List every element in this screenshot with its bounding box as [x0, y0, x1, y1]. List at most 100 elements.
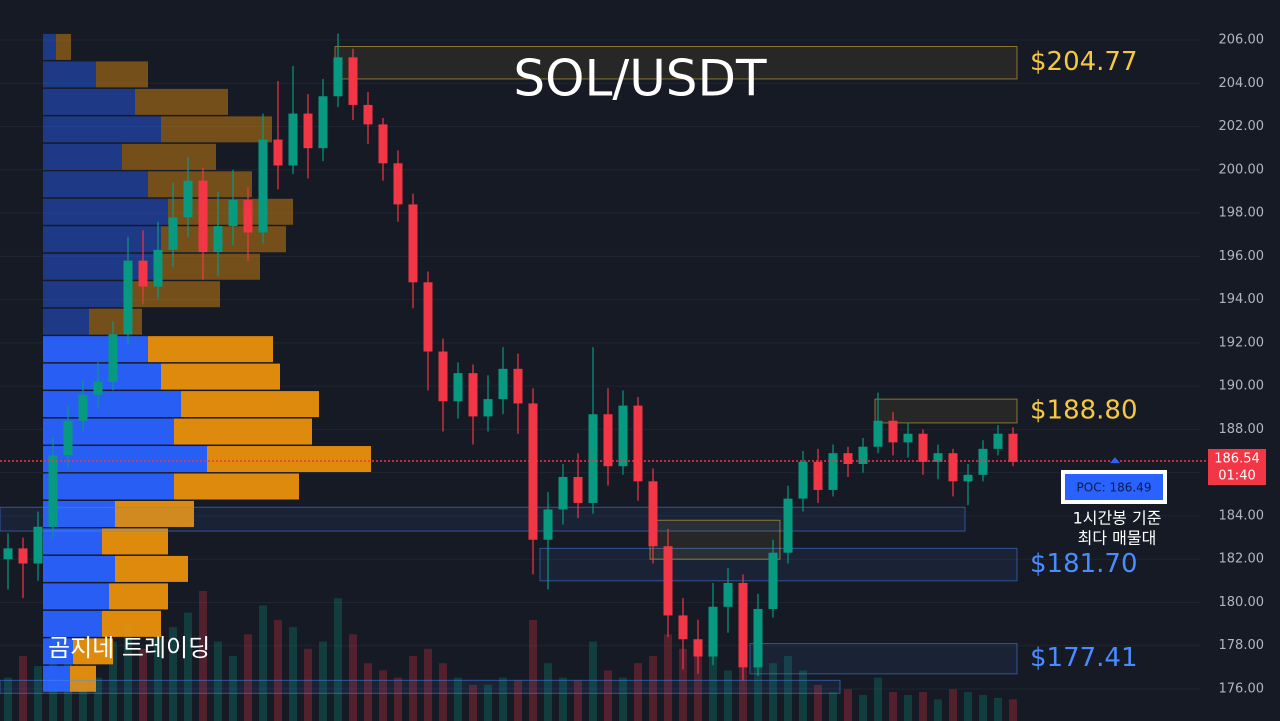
volume-bar	[754, 648, 762, 721]
profile-buy	[43, 610, 102, 637]
profile-sell	[73, 638, 113, 665]
volume-bar	[289, 627, 297, 721]
candle-body	[888, 420, 898, 443]
candle-body	[318, 96, 328, 149]
volume-bar	[199, 591, 207, 721]
volume-bar	[544, 663, 552, 721]
volume-bar	[889, 692, 897, 721]
volume-bar	[769, 663, 777, 721]
candle-body	[213, 226, 223, 253]
volume-bar	[259, 605, 267, 721]
profile-buy	[43, 528, 102, 555]
volume-bar	[709, 656, 717, 721]
candle-body	[558, 476, 568, 510]
y-tick-label: 202.00	[1219, 119, 1265, 134]
profile-sell	[135, 88, 228, 115]
volume-bar	[634, 663, 642, 721]
profile-sell	[96, 61, 148, 88]
zone	[749, 643, 1018, 675]
profile-sell	[207, 446, 371, 473]
volume-bar	[619, 677, 627, 721]
profile-sell	[155, 253, 260, 280]
profile-buy	[43, 583, 109, 610]
profile-buy	[43, 555, 115, 582]
candle-body	[3, 548, 13, 560]
volume-bar	[499, 677, 507, 721]
zone-label: $204.77	[1030, 47, 1138, 77]
volume-bar	[784, 656, 792, 721]
y-tick-label: 180.00	[1219, 595, 1265, 610]
volume-bar	[919, 692, 927, 721]
y-tick-label: 194.00	[1219, 292, 1265, 307]
candle-body	[588, 414, 598, 503]
candle-body	[48, 455, 58, 527]
candle-body	[363, 104, 373, 125]
profile-buy	[43, 638, 73, 665]
y-tick-label: 182.00	[1219, 552, 1265, 567]
volume-bar	[979, 695, 987, 721]
volume-bar	[904, 695, 912, 721]
candle-body	[453, 373, 463, 402]
volume-bar	[349, 634, 357, 721]
candle-body	[828, 453, 838, 490]
volume-bar	[244, 634, 252, 721]
price-tag	[1208, 448, 1266, 485]
y-tick-label: 198.00	[1219, 206, 1265, 221]
candle-body	[858, 446, 868, 465]
candle-body	[843, 453, 853, 465]
candle-body	[513, 368, 523, 404]
y-tick-label: 192.00	[1219, 335, 1265, 350]
zone	[334, 46, 1018, 80]
volume-bar	[514, 680, 522, 721]
candle-body	[303, 113, 313, 149]
profile-sell	[89, 308, 142, 335]
candle-body	[438, 351, 448, 402]
volume-bar	[469, 684, 477, 721]
candle-body	[768, 552, 778, 609]
candle-body	[378, 124, 388, 164]
volume-bar	[154, 634, 162, 721]
volume-bar	[949, 689, 957, 721]
y-tick-label: 184.00	[1219, 508, 1265, 523]
profile-buy	[43, 61, 96, 88]
zone	[874, 398, 1018, 424]
candle-body	[228, 200, 238, 227]
volume-bar	[94, 677, 102, 721]
profile-sell	[161, 363, 280, 390]
candle-body	[243, 200, 253, 233]
zone-label: $188.80	[1030, 396, 1138, 426]
profile-sell	[115, 500, 194, 527]
candle-body	[873, 420, 883, 447]
chart-title: SOL/USDT	[513, 50, 767, 108]
candle-body	[783, 498, 793, 553]
annotation: 최다 매물대	[1078, 529, 1157, 548]
candle-body	[258, 139, 268, 233]
volume-bar	[229, 656, 237, 721]
volume-bar	[214, 641, 222, 721]
volume-bar	[304, 648, 312, 721]
profile-buy	[43, 308, 89, 335]
profile-buy	[43, 281, 128, 308]
volume-bar	[319, 641, 327, 721]
annotation: 1시간봉 기준	[1073, 509, 1162, 528]
profile-sell	[181, 391, 319, 418]
candle-body	[123, 260, 133, 335]
candle-body	[423, 282, 433, 352]
candle-body	[168, 217, 178, 250]
volume-bar	[169, 627, 177, 721]
volume-bar	[1009, 699, 1017, 721]
profile-buy	[43, 171, 148, 198]
volume-bar	[664, 634, 672, 721]
candle-body	[33, 526, 43, 564]
volume-bar	[334, 598, 342, 721]
candle-body	[63, 420, 73, 456]
y-tick-label: 176.00	[1219, 681, 1265, 696]
candle-body	[183, 180, 193, 218]
zone	[539, 547, 1018, 582]
candle-body	[78, 394, 88, 421]
volume-bar	[874, 677, 882, 721]
candle-body	[753, 608, 763, 668]
y-tick-label: 188.00	[1219, 422, 1265, 437]
volume-bar	[184, 612, 192, 721]
profile-sell	[70, 665, 96, 692]
